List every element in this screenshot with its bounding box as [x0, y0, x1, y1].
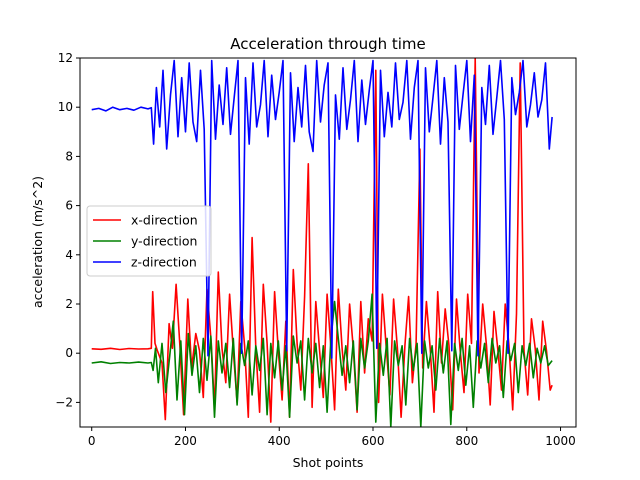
x-axis: 0 200 400 600 800 1000 — [88, 427, 576, 448]
y-tick-label: 6 — [65, 199, 73, 213]
y-tick-label: 0 — [65, 346, 73, 360]
y-tick-label: 12 — [58, 51, 73, 65]
x-tick-label: 400 — [268, 434, 291, 448]
legend-box — [86, 205, 212, 277]
x-tick-label: 1000 — [545, 434, 576, 448]
legend: x-direction y-direction z-direction — [86, 205, 212, 277]
legend-label: y-direction — [131, 234, 197, 249]
x-tick-label: 600 — [362, 434, 385, 448]
plot-frame — [79, 57, 577, 428]
x-tick-label: 0 — [88, 434, 96, 448]
y-tick-label: 2 — [65, 297, 73, 311]
x-tick-label: 800 — [455, 434, 478, 448]
x-tick-label: 200 — [174, 434, 197, 448]
series-line-2 — [91, 293, 553, 427]
y-axis: −2 0 2 4 6 8 10 12 — [55, 51, 80, 409]
legend-label: x-direction — [131, 213, 198, 228]
y-tick-label: 10 — [58, 100, 73, 114]
y-axis-title: acceleration (m/s^2) — [30, 176, 45, 308]
y-tick-label: 4 — [65, 248, 73, 262]
series-line-3 — [91, 59, 553, 359]
series-line-1 — [91, 58, 553, 423]
y-tick-label: 8 — [65, 149, 73, 163]
series-layer — [91, 58, 553, 427]
y-tick-label: −2 — [55, 395, 73, 409]
x-axis-title: Shot points — [293, 455, 364, 470]
legend-label: z-direction — [131, 255, 197, 270]
chart-title: Acceleration through time — [230, 35, 426, 53]
